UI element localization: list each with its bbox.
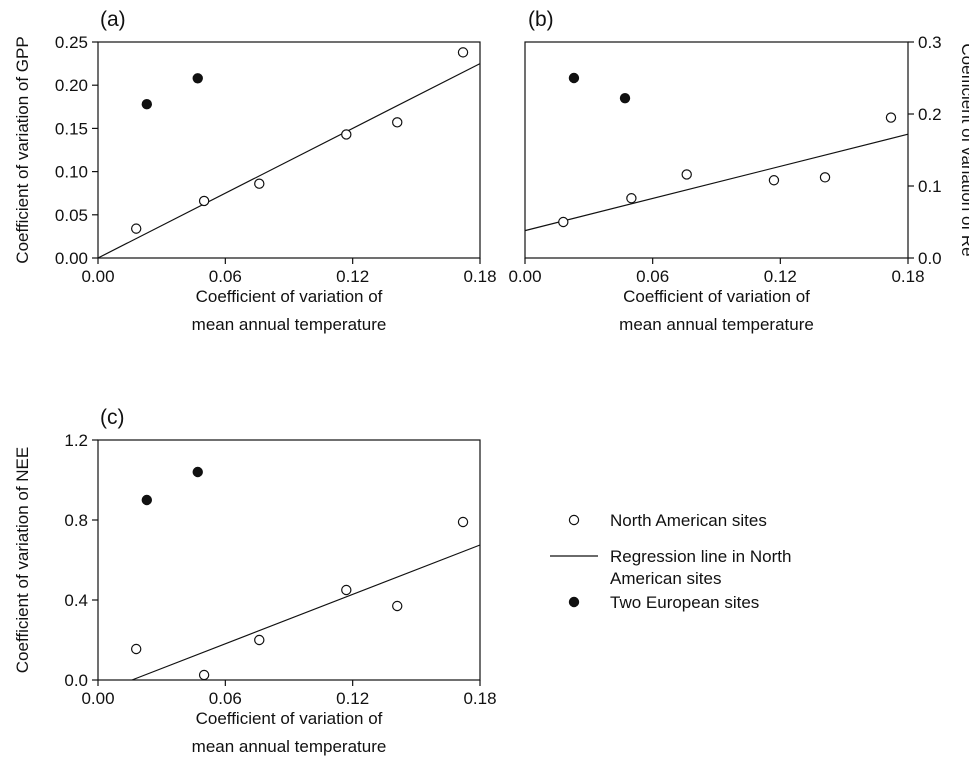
x-tick-label: 0.18 (891, 267, 924, 286)
north-american-site-point (626, 193, 637, 204)
y-tick-label: 0.25 (55, 33, 88, 52)
x-axis-label: mean annual temperature (619, 315, 814, 334)
north-american-site-point (198, 195, 210, 207)
chart-panel-a: (a) 0.00 0.06 0.12 0.18 0.00 0.05 0.10 0.15 0.20 0… (13, 8, 497, 334)
x-axis-label: Coefficient of variation of (196, 709, 383, 728)
x-tick-label: 0.12 (764, 267, 797, 286)
y-axis-label: Coefficient of variation of NEE (13, 447, 32, 673)
north-american-site-point (819, 172, 831, 183)
x-tick-label: 0.18 (463, 267, 496, 286)
x-tick-label: 0.12 (336, 267, 369, 286)
plot-frame (97, 41, 481, 259)
x-tick-label: 0.00 (81, 689, 114, 708)
plot-frame (97, 439, 481, 681)
plot-frame (524, 41, 909, 259)
north-american-site-point (254, 178, 265, 189)
north-american-site-point (130, 223, 142, 234)
north-american-site-point (885, 112, 897, 123)
european-site-point (619, 92, 631, 104)
north-american-site-point (457, 516, 469, 528)
x-tick-label: 0.18 (463, 689, 496, 708)
legend-label: Two European sites (610, 593, 759, 612)
european-site-point (192, 466, 203, 478)
north-american-site-point (392, 117, 403, 128)
x-axis-label: mean annual temperature (192, 315, 387, 334)
y-tick-label: 0.0 (64, 671, 88, 690)
legend-label: American sites (610, 569, 721, 588)
chart-panel-b: (b) 0.00 0.06 0.12 0.180.0 0.1 0.2 0.3 Coefficie… (508, 8, 969, 334)
x-tick-label: 0.00 (508, 267, 541, 286)
european-site-point (141, 494, 153, 506)
legend: North American sites Regression line in N… (550, 511, 791, 612)
x-tick-label: 0.06 (209, 267, 242, 286)
european-site-point (192, 73, 203, 84)
y-tick-label: 0.3 (918, 33, 942, 52)
legend-label: North American sites (610, 511, 767, 530)
y-axis-label: Coefficient of variation of GPP (13, 36, 32, 263)
x-axis-label: Coefficient of variation of (196, 287, 383, 306)
legend-open-circle (568, 514, 580, 526)
north-american-site-point (768, 175, 780, 186)
north-american-site-point (681, 169, 692, 180)
y-tick-label: 0.2 (918, 105, 942, 124)
north-american-site-point (392, 600, 403, 612)
regression-line (131, 544, 481, 681)
y-tick-label: 0.05 (55, 206, 88, 225)
y-tick-label: 0.10 (55, 163, 88, 182)
x-axis-label: Coefficient of variation of (623, 287, 810, 306)
legend-label: Regression line in North (610, 547, 791, 566)
y-tick-label: 0.15 (55, 119, 88, 138)
north-american-site-point (130, 643, 142, 655)
x-axis-label: mean annual temperature (192, 737, 387, 756)
y-tick-label: 0.00 (55, 249, 88, 268)
north-american-site-point (457, 47, 469, 58)
x-tick-label: 0.12 (336, 689, 369, 708)
x-tick-label: 0.00 (81, 267, 114, 286)
x-tick-label: 0.06 (209, 689, 242, 708)
y-tick-label: 0.20 (55, 76, 88, 95)
regression-line (524, 133, 909, 232)
x-tick-label: 0.06 (636, 267, 669, 286)
legend-filled-circle (568, 596, 580, 608)
european-site-point (141, 99, 153, 110)
regression-line (97, 63, 481, 259)
north-american-site-point (341, 129, 352, 140)
north-american-site-point (341, 584, 352, 596)
panel-letter: (a) (100, 8, 126, 31)
european-site-point (568, 72, 580, 84)
north-american-site-point (254, 634, 265, 646)
north-american-site-point (558, 216, 569, 228)
north-american-site-point (198, 669, 210, 681)
panel-letter: (c) (100, 406, 125, 429)
y-tick-label: 0.1 (918, 177, 942, 196)
panel-letter: (b) (528, 8, 554, 31)
y-tick-label: 0.4 (64, 591, 88, 610)
y-tick-label: 0.0 (918, 249, 942, 268)
chart-panel-c: (c) 0.00 0.06 0.12 0.18 0.0 0.4 0.8 1.2 Coefficie… (13, 406, 497, 756)
y-tick-label: 1.2 (64, 431, 88, 450)
y-axis-label: Coefficient of variation of Re (958, 43, 969, 256)
y-tick-label: 0.8 (64, 511, 88, 530)
